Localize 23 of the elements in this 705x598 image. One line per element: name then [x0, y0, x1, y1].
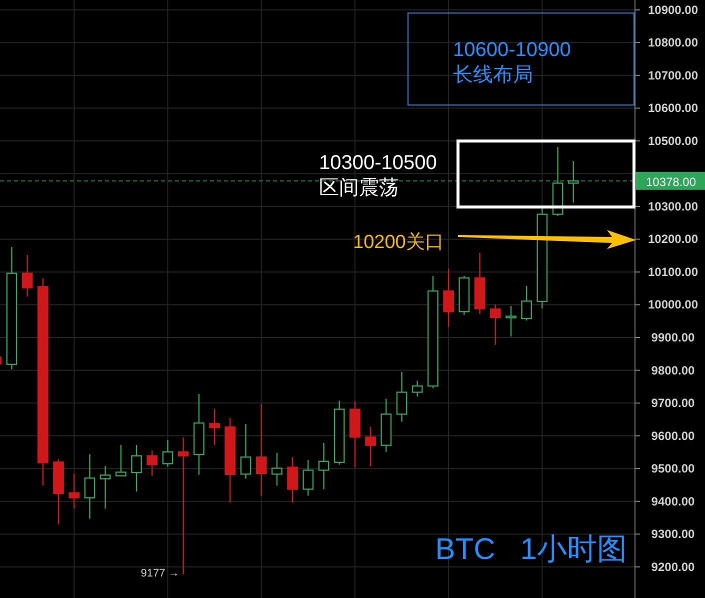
y-tick-label: 9800.00: [651, 363, 696, 378]
y-tick-label: 9900.00: [651, 330, 696, 344]
ref-line-label: 10378.00: [646, 174, 696, 189]
y-tick-label: 10300.00: [648, 199, 698, 214]
y-tick-label: 9400.00: [651, 494, 696, 508]
y-tick-label: 10900.00: [648, 2, 698, 17]
annotation: 9177 →: [140, 567, 180, 580]
y-tick-label: 9700.00: [651, 396, 696, 410]
y-tick-label: 10500.00: [648, 134, 698, 148]
annotation: 10300-10500 区间震荡: [319, 152, 437, 199]
y-tick-label: 9200.00: [651, 560, 696, 574]
annotation: 10200关口: [353, 232, 444, 253]
y-tick-label: 10700.00: [648, 68, 698, 82]
y-tick-label: 10100.00: [648, 264, 698, 279]
y-tick-label: 10200.00: [648, 232, 698, 246]
y-tick-label: 9300.00: [651, 527, 696, 542]
annotation: 10600-10900 长线布局: [453, 39, 571, 86]
y-tick-label: 10000.00: [648, 298, 698, 312]
y-tick-label: 9600.00: [651, 428, 696, 443]
y-tick-label: 9500.00: [651, 462, 696, 476]
annotation: BTC 1小时图: [435, 533, 627, 566]
y-tick-label: 10800.00: [648, 36, 698, 50]
y-tick-label: 10600.00: [648, 101, 698, 116]
